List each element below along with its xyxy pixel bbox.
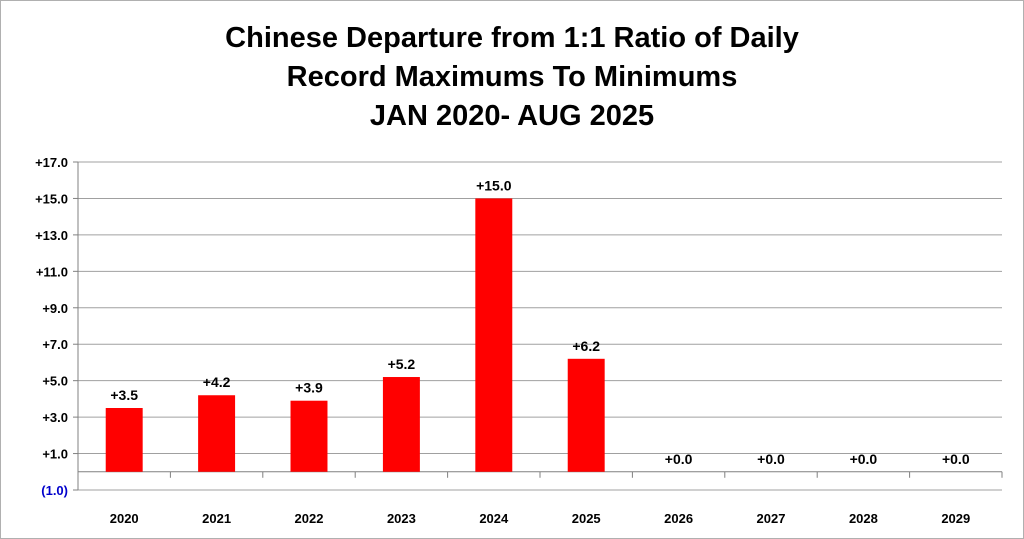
y-tick-label: +5.0 <box>42 374 68 389</box>
bar-2020 <box>105 408 143 472</box>
y-tick-label: +7.0 <box>42 337 68 352</box>
bar-2024 <box>475 198 513 472</box>
data-label-2022: +3.9 <box>295 380 323 396</box>
x-tick-label-2025: 2025 <box>572 511 601 526</box>
y-tick-label: +17.0 <box>35 155 68 170</box>
x-tick-label-2024: 2024 <box>479 511 509 526</box>
y-tick-label: +9.0 <box>42 301 68 316</box>
x-tick-label-2027: 2027 <box>757 511 786 526</box>
y-tick-label: +1.0 <box>42 447 68 462</box>
data-label-2023: +5.2 <box>388 356 416 372</box>
data-label-2020: +3.5 <box>110 387 138 403</box>
data-label-2028: +0.0 <box>850 451 878 467</box>
bar-2025 <box>567 358 605 472</box>
data-label-2021: +4.2 <box>203 374 231 390</box>
chart-title-line-1: Chinese Departure from 1:1 Ratio of Dail… <box>225 22 799 54</box>
x-tick-label-2020: 2020 <box>110 511 139 526</box>
chart-title-line-2: Record Maximums To Minimums <box>286 61 738 93</box>
y-tick-label: (1.0) <box>41 483 68 498</box>
data-label-2025: +6.2 <box>572 338 600 354</box>
x-tick-label-2023: 2023 <box>387 511 416 526</box>
bar-2023 <box>382 377 420 472</box>
data-label-2026: +0.0 <box>665 451 693 467</box>
x-tick-label-2028: 2028 <box>849 511 878 526</box>
y-tick-label: +11.0 <box>36 264 68 279</box>
y-tick-label: +13.0 <box>35 228 68 243</box>
x-tick-label-2022: 2022 <box>295 511 324 526</box>
x-tick-label-2029: 2029 <box>941 511 970 526</box>
chart-title-line-3: JAN 2020- AUG 2025 <box>369 100 655 132</box>
data-label-2027: +0.0 <box>757 451 785 467</box>
x-tick-label-2021: 2021 <box>202 511 231 526</box>
bar-2021 <box>198 395 236 472</box>
bar-2022 <box>290 400 328 472</box>
data-label-2029: +0.0 <box>942 451 970 467</box>
y-tick-label: +3.0 <box>42 410 68 425</box>
x-tick-label-2026: 2026 <box>664 511 693 526</box>
y-tick-label: +15.0 <box>35 191 68 206</box>
data-label-2024: +15.0 <box>476 177 512 193</box>
